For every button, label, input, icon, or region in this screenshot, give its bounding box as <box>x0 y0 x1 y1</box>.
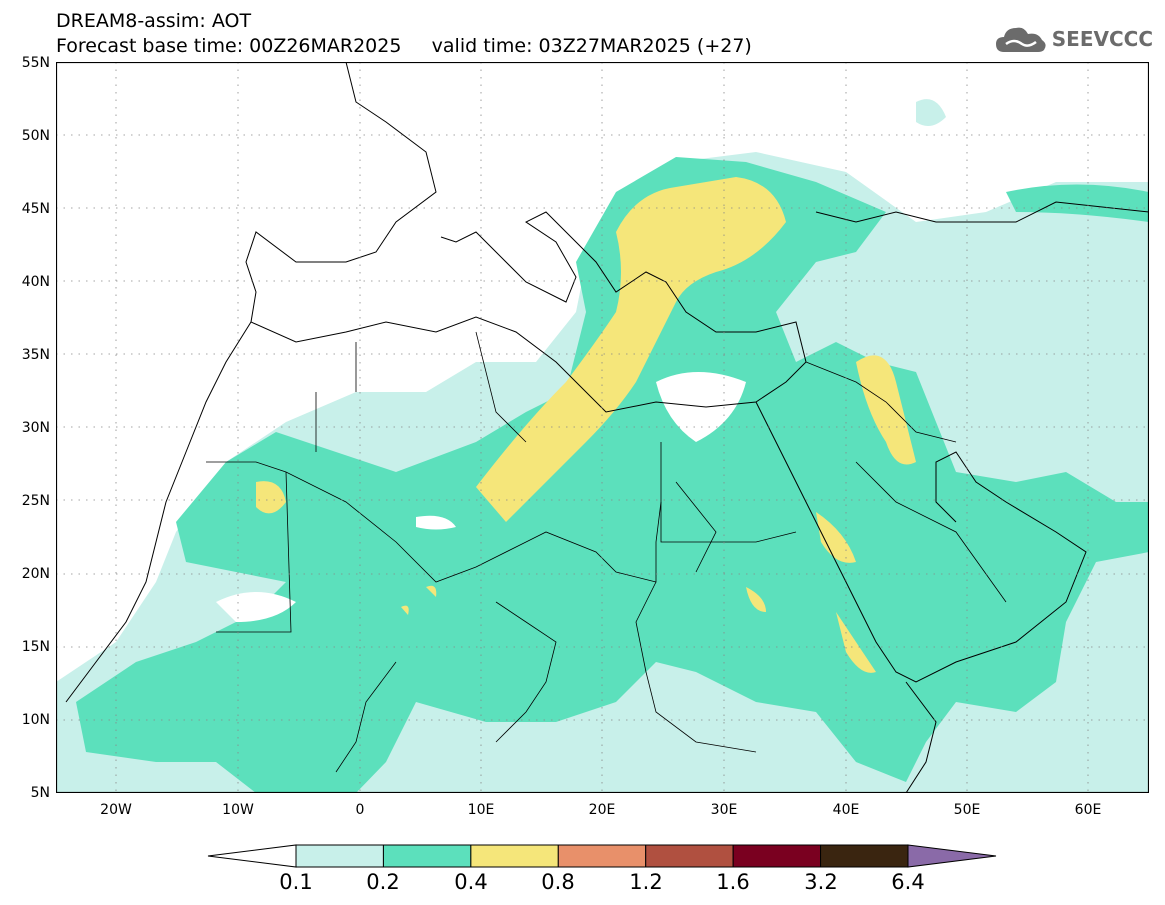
lat-label: 5N <box>30 785 50 801</box>
colorbar-label: 1.2 <box>629 870 663 894</box>
coastlines <box>65 62 1149 793</box>
colorbar-label: 1.6 <box>716 870 750 894</box>
colorbar-segment <box>820 844 909 868</box>
aot-field-0.2-0.4 <box>76 157 1149 793</box>
lat-label: 50N <box>21 128 50 144</box>
lat-label: 40N <box>21 274 50 290</box>
colorbar-segment <box>557 844 647 868</box>
lat-label: 55N <box>21 55 50 71</box>
lon-label: 10W <box>222 802 254 818</box>
chart-title: DREAM8-assim: AOT <box>56 10 252 32</box>
colorbar-segment <box>382 844 472 868</box>
colorbar-label: 0.4 <box>454 870 488 894</box>
colorbar-segment <box>295 844 384 868</box>
lon-label: 30E <box>710 802 738 818</box>
lat-label: 35N <box>21 347 50 363</box>
lat-label: 15N <box>21 639 50 655</box>
seevccc-logo: SEEVCCC <box>994 22 1153 56</box>
forecast-time-line: Forecast base time: 00Z26MAR2025 valid t… <box>56 35 752 57</box>
colorbar-label: 0.1 <box>279 870 313 894</box>
lat-label: 25N <box>21 493 50 509</box>
logo-text: SEEVCCC <box>1051 27 1153 51</box>
colorbar-segment <box>645 844 734 868</box>
colorbar-label: 0.2 <box>366 870 400 894</box>
lat-label: 45N <box>21 201 50 217</box>
lon-label: 40E <box>832 802 860 818</box>
lon-label: 50E <box>953 802 981 818</box>
lon-label: 60E <box>1074 802 1102 818</box>
country-borders <box>206 331 1007 773</box>
colorbar-label: 6.4 <box>891 870 925 894</box>
map-frame <box>56 62 1149 793</box>
lon-label: 0 <box>355 802 365 818</box>
lat-label: 20N <box>21 566 50 582</box>
lon-label: 20E <box>588 802 616 818</box>
lat-label: 30N <box>21 420 50 436</box>
lon-label: 20W <box>100 802 132 818</box>
colorbar-segment <box>470 844 559 868</box>
aot-map <box>56 62 1149 793</box>
colorbar-max-arrow <box>907 844 997 868</box>
lat-label: 10N <box>21 712 50 728</box>
colorbar-min-arrow <box>207 844 297 868</box>
colorbar-segment <box>732 844 822 868</box>
colorbar-label: 0.8 <box>541 870 575 894</box>
colorbar-label: 3.2 <box>804 870 838 894</box>
cloud-icon <box>995 27 1046 52</box>
lon-label: 10E <box>467 802 495 818</box>
